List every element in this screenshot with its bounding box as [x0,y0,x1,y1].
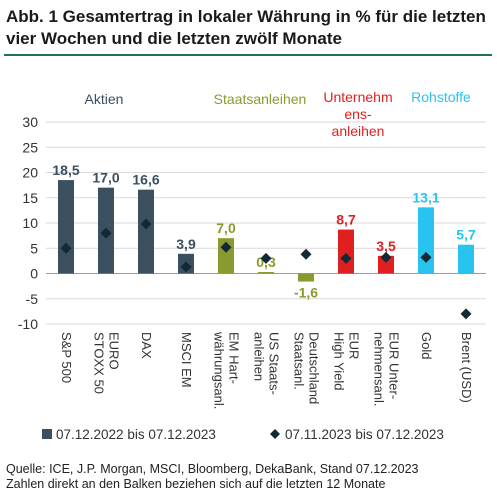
legend-swatch-marker [270,429,280,439]
x-tick-label: Brent (USD) [459,332,474,403]
group-label: Unternehm ens-anleihen [323,89,392,139]
legend-label: 07.11.2023 bis 07.12.2023 [285,427,444,442]
y-tick-label: 30 [22,114,38,130]
legend-label: 07.12.2022 bis 07.12.2023 [56,427,216,442]
marker-point [100,227,112,239]
bar-value-label: 5,7 [456,227,476,243]
source-note: Zahlen direkt an den Balken beziehen sic… [6,477,386,491]
total-return-chart: -10-505101520253018,517,016,63,97,00,3-1… [18,89,486,442]
marker-point [180,261,192,273]
y-tick-label: 0 [30,266,38,282]
legend-swatch-bar [42,429,52,439]
x-tick-label: EURHigh Yield [332,332,362,391]
y-tick-label: 15 [22,190,38,206]
marker-point [420,251,432,263]
marker-point [380,251,392,263]
x-tick-label: DAX [139,332,154,359]
group-label: Rohstoffe [411,89,471,105]
bar-value-label: 7,0 [216,220,236,236]
y-tick-label: 5 [30,240,38,256]
y-tick-label: 25 [22,139,38,155]
bar [418,207,434,274]
marker-point [140,218,152,230]
marker-point [340,252,352,264]
x-tick-label: Gold [419,332,434,359]
x-tick-label: DeutschlandStaatsanl. [292,332,322,404]
y-tick-label: -5 [26,291,39,307]
bar [58,180,74,274]
bar [338,229,354,274]
bar [458,244,474,274]
group-label: Staatsanleihen [214,91,307,107]
marker-point [300,248,312,260]
marker-point [60,242,72,254]
title-divider [4,54,492,56]
group-label: Aktien [85,91,124,107]
marker-point [260,252,272,264]
chart-title: Abb. 1 Gesamtertrag in lokaler Währung i… [6,7,486,48]
bar-value-label: 8,7 [336,212,356,228]
bar [258,271,274,274]
bar [298,273,314,282]
x-tick-label: EUROSTOXX 50 [92,332,122,394]
bar [378,255,394,274]
bar-value-label: 17,0 [92,170,119,186]
x-tick-label: US Staats-anleihen [252,332,282,395]
marker-point [460,308,472,320]
x-tick-label: EM Hart-währungsanl. [212,331,242,409]
bar-value-label: -1,6 [294,285,318,301]
bar-value-label: 3,5 [376,238,396,254]
y-tick-label: 10 [22,215,38,231]
bar-value-label: 18,5 [52,162,79,178]
source-text: Quelle: ICE, J.P. Morgan, MSCI, Bloomber… [6,462,419,476]
bar [138,189,154,274]
bar-value-label: 3,9 [176,236,196,252]
x-tick-label: MSCI EM [179,332,194,388]
y-tick-label: -10 [18,316,38,332]
bar-value-label: 16,6 [132,172,159,188]
x-tick-label: EUR Unter-nehmensanl. [372,332,402,406]
marker-point [220,241,232,253]
chart-source: Quelle: ICE, J.P. Morgan, MSCI, Bloomber… [6,462,419,492]
y-tick-label: 20 [22,165,38,181]
x-tick-label: S&P 500 [59,332,74,383]
bar-value-label: 13,1 [412,189,439,205]
